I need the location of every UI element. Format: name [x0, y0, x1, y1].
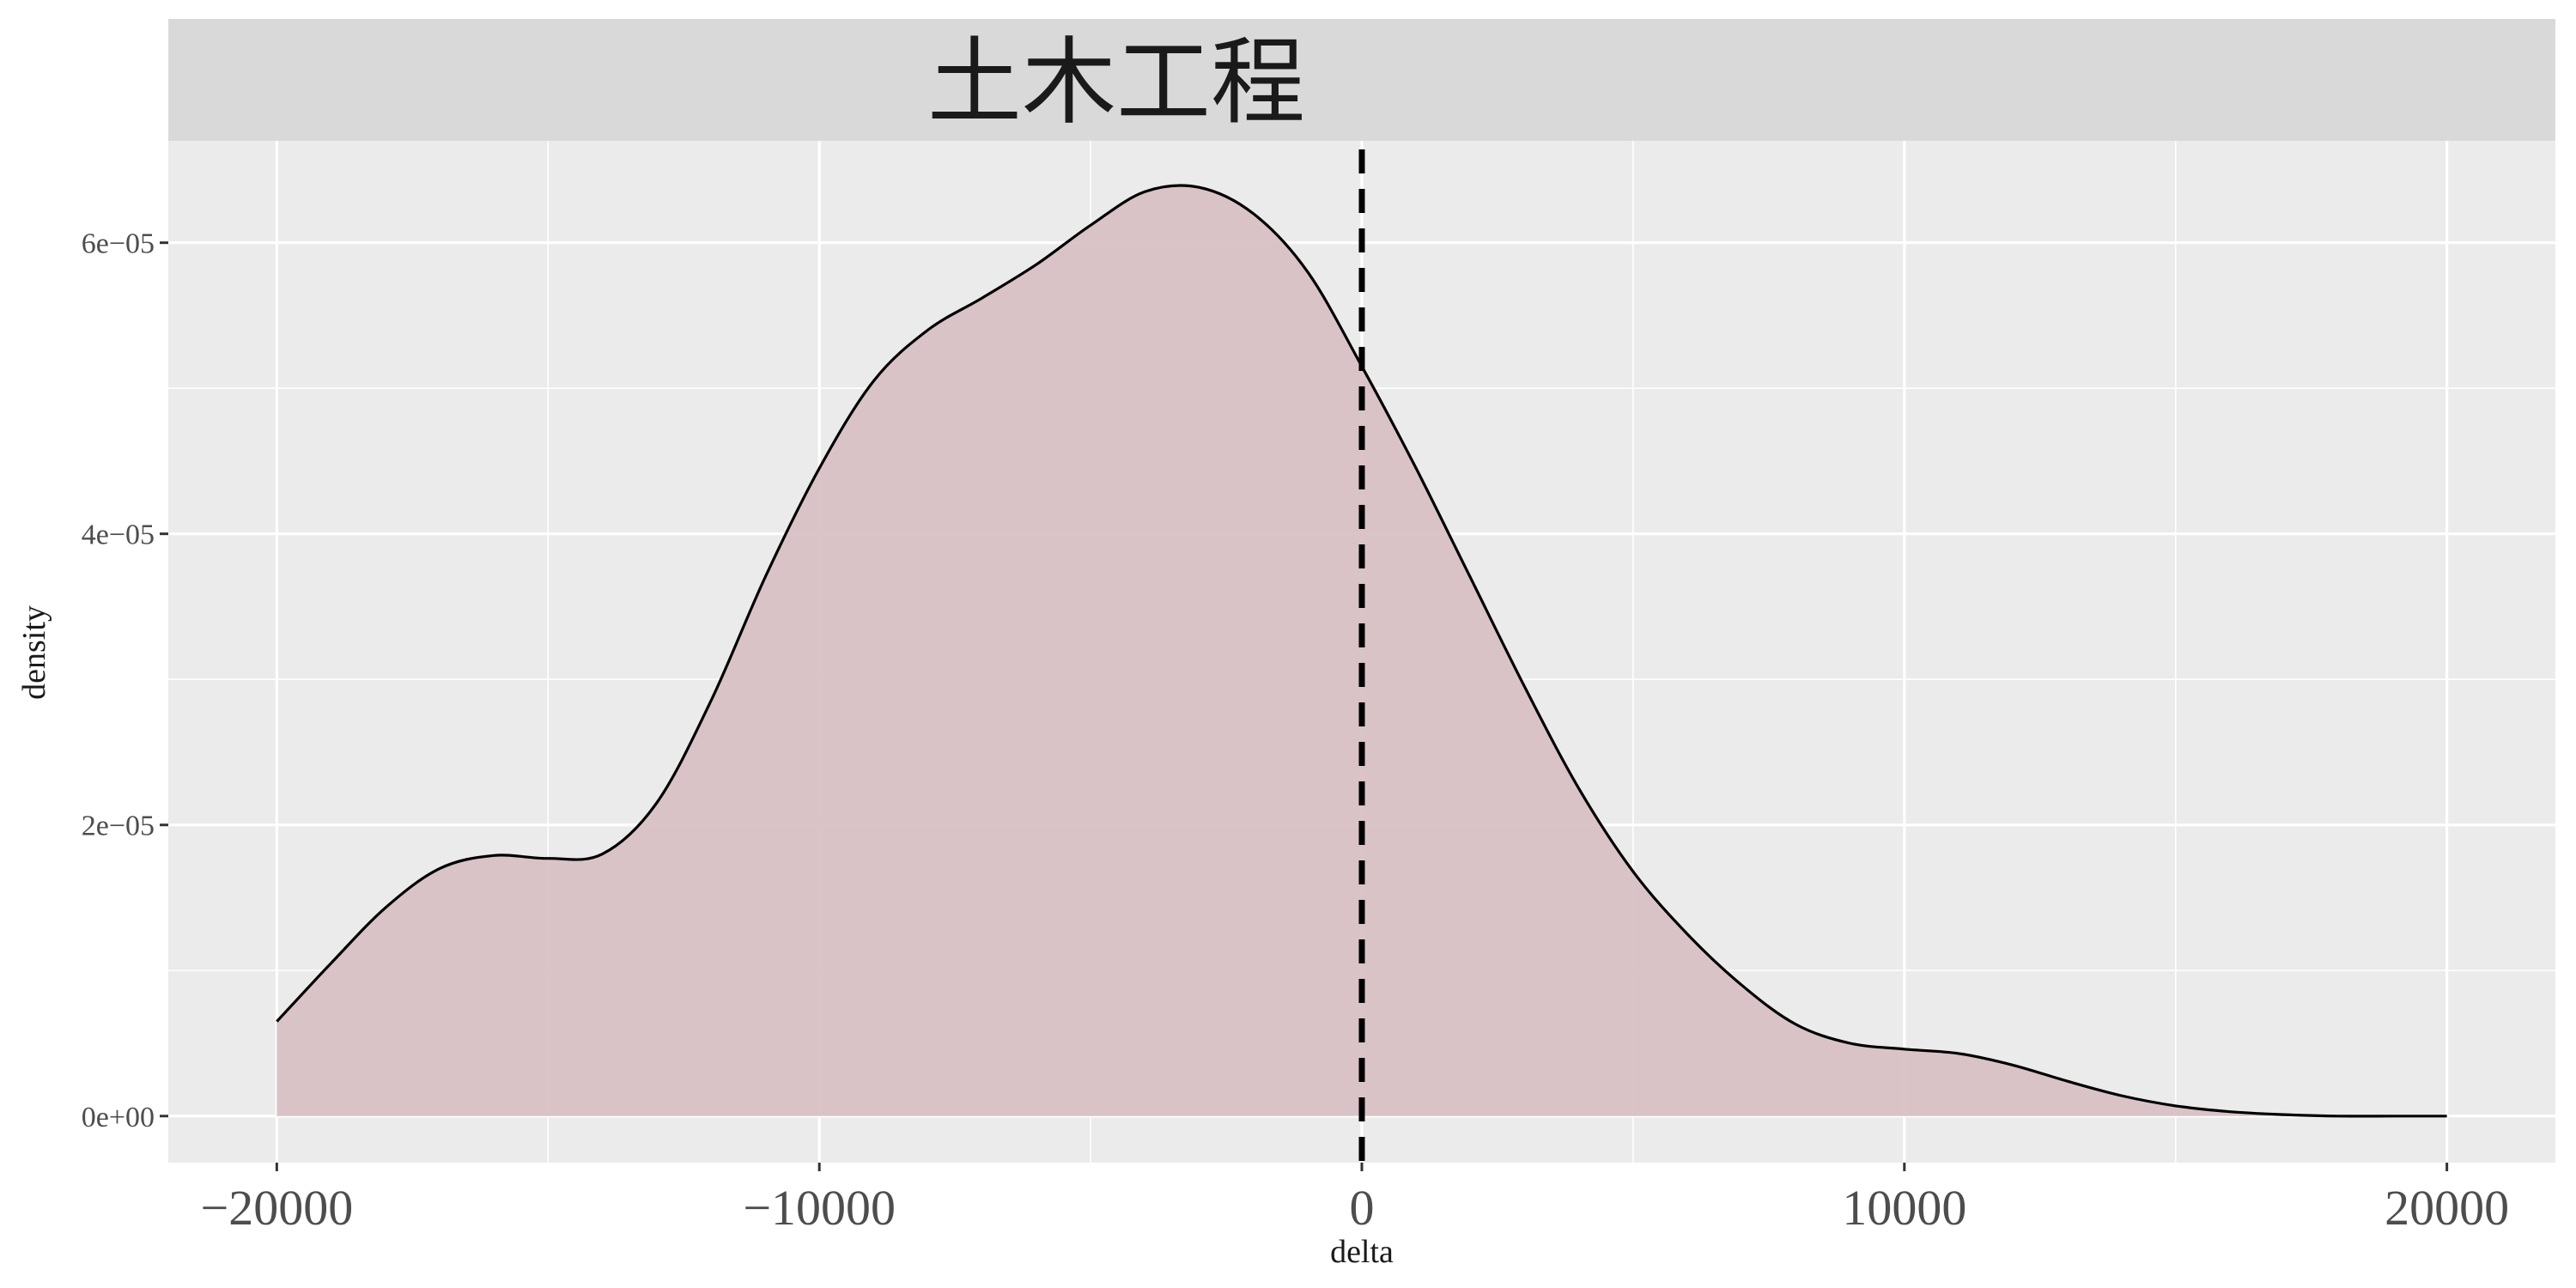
x-tick-label: −20000	[201, 1180, 354, 1236]
x-tick-label: 0	[1350, 1180, 1375, 1236]
x-tick-label: −10000	[743, 1180, 896, 1236]
y-tick-label: 2e−05	[82, 811, 155, 842]
x-axis-label: delta	[1330, 1234, 1394, 1270]
density-curve-line	[276, 184, 2447, 1118]
x-axis: −20000 −10000 0 10000 20000	[201, 1163, 2509, 1236]
y-tick-label: 0e+00	[82, 1102, 155, 1133]
facet-strip	[168, 19, 2555, 141]
y-tick-label: 4e−05	[82, 519, 155, 551]
y-axis: 0e+00 2e−05 4e−05 6e−05	[82, 228, 168, 1133]
density-area-fill	[276, 185, 2447, 1116]
y-tick-label: 6e−05	[82, 228, 155, 260]
facet-title: 土木工程	[927, 27, 1305, 137]
x-tick-label: 10000	[1842, 1180, 1966, 1236]
x-tick-label: 20000	[2385, 1180, 2509, 1236]
y-axis-label: density	[16, 605, 52, 700]
